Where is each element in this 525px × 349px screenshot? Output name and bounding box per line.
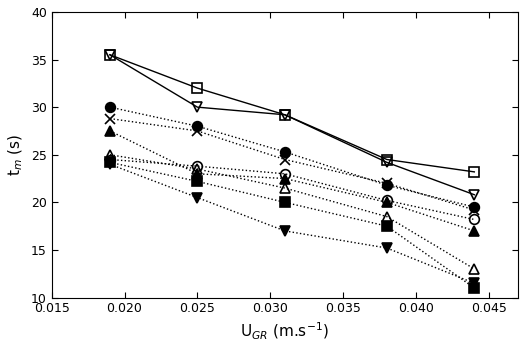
Y-axis label: t$_{m}$ (s): t$_{m}$ (s) <box>7 134 25 176</box>
X-axis label: U$_{GR}$ (m.s$^{-1}$): U$_{GR}$ (m.s$^{-1}$) <box>240 321 329 342</box>
